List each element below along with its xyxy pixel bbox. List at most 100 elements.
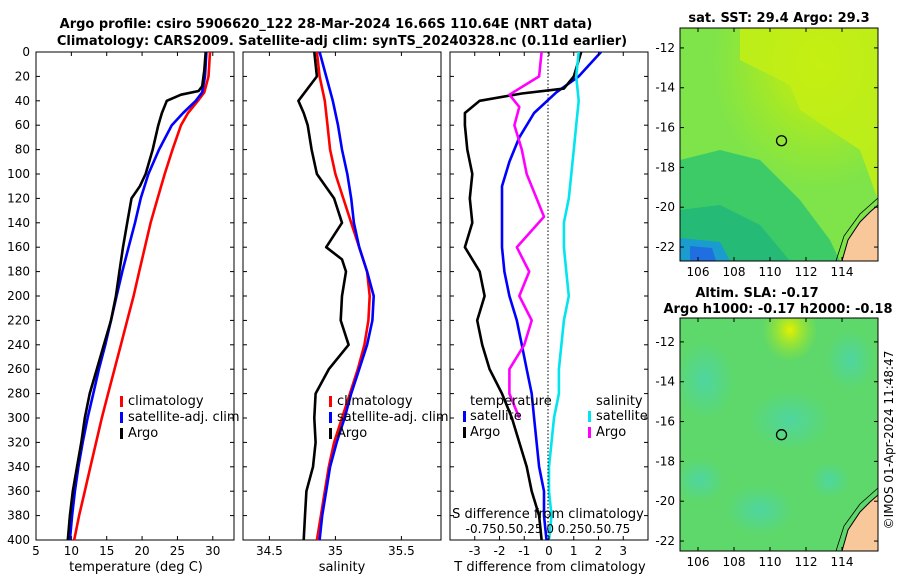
legend-swatch-climatology: [120, 396, 123, 407]
depth-tick-label: 220: [7, 313, 30, 327]
series-line-satellite-adj-clim: [318, 52, 375, 540]
temperature-legend: climatology satellite-adj. clim Argo: [120, 394, 240, 441]
lon-tick-label: 112: [795, 555, 818, 569]
lat-tick-label: -16: [655, 121, 675, 135]
legend-swatch-satellite-adj: [120, 412, 123, 423]
legend-label-temp-argo: Argo: [470, 425, 500, 440]
lon-tick-label: 114: [831, 555, 854, 569]
x-tick-label: -2: [494, 544, 506, 558]
series-line-temperature-satellite: [500, 52, 602, 540]
difference-xlabel: T difference from climatology: [453, 560, 646, 575]
lat-tick-label: -18: [655, 160, 675, 174]
lat-tick-label: -20: [655, 200, 675, 214]
depth-tick-label: 80: [15, 143, 30, 157]
depth-tick-label: 300: [7, 411, 30, 425]
x-tick-label: 35.5: [388, 544, 415, 558]
difference-x-ticks: -3 -2 -1 0 1 2 3: [469, 52, 627, 558]
x-tick-label: 1: [570, 544, 578, 558]
legend-label-argo: Argo: [128, 426, 158, 441]
depth-tick-label: 380: [7, 509, 30, 523]
depth-tick-label: 0: [22, 45, 30, 59]
series-line-climatology: [72, 52, 212, 540]
depth-tick-label: 200: [7, 289, 30, 303]
depth-tick-label: 320: [7, 435, 30, 449]
x-tick-label: 35: [328, 544, 343, 558]
x-tick-label: -3: [469, 544, 481, 558]
salinity-xlabel: salinity: [319, 560, 366, 575]
temperature-panel-frame: [35, 51, 235, 541]
lon-tick-label: 108: [723, 265, 746, 279]
salinity-difference-tick-labels: -0.750.50.25 0 0.250.50.75: [466, 522, 631, 536]
depth-tick-label: 180: [7, 265, 30, 279]
series-line-salinity-satellite: [547, 52, 580, 540]
depth-tick-label: 280: [7, 387, 30, 401]
depth-tick-label: 360: [7, 484, 30, 498]
sla-map-axes: 106 108 110 112 114 -12 -14 -16 -18 -20 -22: [655, 318, 878, 569]
x-tick-label: 30: [205, 544, 220, 558]
x-tick-label: 2: [595, 544, 603, 558]
figure-title-line1: Argo profile: csiro 5906620_122 28-Mar-2…: [60, 17, 593, 32]
legend-label-satellite-adj: satellite-adj. clim: [128, 410, 240, 425]
x-tick-label: -1: [518, 544, 530, 558]
lon-tick-label: 108: [723, 555, 746, 569]
difference-series: [463, 52, 602, 540]
imos-timestamp-watermark: ©IMOS 01-Apr-2024 11:48:47: [882, 351, 896, 530]
x-tick-label: 5: [32, 544, 40, 558]
series-line-satellite-adj-clim: [68, 52, 208, 540]
lat-tick-label: -14: [655, 375, 675, 389]
series-line-temperature-argo: [463, 52, 583, 540]
sst-map-title: sat. SST: 29.4 Argo: 29.3: [688, 11, 869, 26]
legend-swatch-sal-argo: [588, 427, 591, 438]
legend-swatch-temp-argo: [463, 427, 466, 438]
legend-label-sal-satellite: satellite: [596, 409, 648, 424]
lat-tick-label: -16: [655, 415, 675, 429]
lat-tick-label: -14: [655, 81, 675, 95]
figure-title-line2: Climatology: CARS2009. Satellite-adj cli…: [57, 34, 627, 49]
temperature-xlabel: temperature (deg C): [69, 560, 203, 575]
lon-tick-label: 114: [831, 265, 854, 279]
depth-tick-label: 40: [15, 94, 30, 108]
argo-location-marker: [775, 429, 788, 441]
difference-legend: temperature salinity satellite Argo sate…: [463, 394, 648, 440]
legend-swatch-sal-satellite: [588, 411, 591, 422]
lat-tick-label: -22: [655, 240, 675, 254]
lat-tick-label: -12: [655, 335, 675, 349]
series-line-argo: [66, 52, 207, 540]
lon-tick-label: 106: [687, 555, 710, 569]
x-tick-label: 34.5: [256, 544, 283, 558]
sla-map-frame: [679, 317, 879, 552]
legend-label-temp-satellite: satellite: [470, 409, 522, 424]
sla-map-field: [680, 318, 878, 551]
lon-tick-label: 106: [687, 265, 710, 279]
legend-swatch-satellite-adj: [329, 412, 332, 423]
sla-map-title-line1: Altim. SLA: -0.17: [695, 286, 818, 301]
legend-swatch-climatology: [329, 396, 332, 407]
depth-tick-label: 400: [7, 533, 30, 547]
legend-label-sal-argo: Argo: [596, 425, 626, 440]
depth-axis: 0 20 40 60 80 100 120 140 160 180 200 220 240 260 280 3…: [7, 45, 648, 547]
lon-tick-label: 110: [759, 265, 782, 279]
depth-tick-label: 100: [7, 167, 30, 181]
x-tick-label: 25: [170, 544, 185, 558]
lon-tick-label: 110: [759, 555, 782, 569]
salinity-x-ticks: 34.5 35 35.5: [256, 52, 415, 558]
temperature-x-ticks: 5 10 15 20 25 30: [32, 52, 220, 558]
sla-map-title-line2: Argo h1000: -0.17 h2000: -0.18: [663, 302, 892, 317]
legend-title-temperature: temperature: [470, 394, 552, 409]
series-line-climatology: [315, 52, 371, 540]
x-tick-label: 3: [619, 544, 627, 558]
legend-label-argo: Argo: [337, 426, 367, 441]
salinity-legend: climatology satellite-adj. clim Argo: [329, 394, 449, 441]
salinity-series: [297, 52, 375, 540]
lat-tick-label: -18: [655, 454, 675, 468]
lat-tick-label: -12: [655, 41, 675, 55]
legend-label-satellite-adj: satellite-adj. clim: [337, 410, 449, 425]
sst-map-axes: 106 108 110 112 114 -12 -14 -16 -18 -20 -22: [655, 28, 878, 279]
sst-map-frame: [679, 27, 879, 262]
x-tick-label: 0: [545, 544, 553, 558]
lat-tick-label: -22: [655, 534, 675, 548]
legend-title-salinity: salinity: [596, 394, 643, 409]
legend-label-climatology: climatology: [337, 394, 413, 409]
legend-swatch-argo: [329, 428, 332, 439]
